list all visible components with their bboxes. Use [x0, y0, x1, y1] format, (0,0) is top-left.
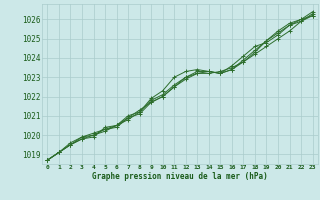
X-axis label: Graphe pression niveau de la mer (hPa): Graphe pression niveau de la mer (hPa) [92, 172, 268, 181]
